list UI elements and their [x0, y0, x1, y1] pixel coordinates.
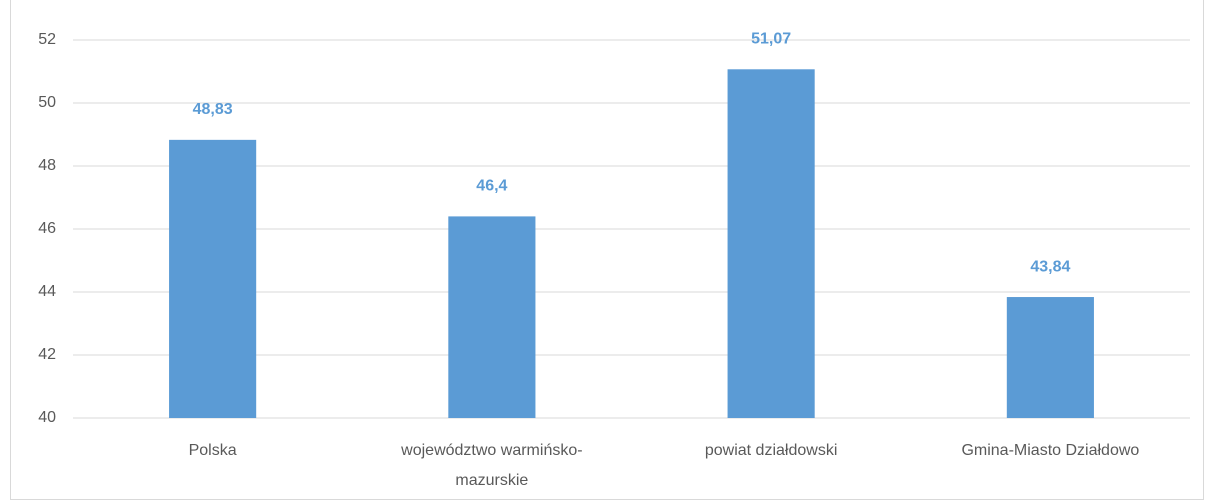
- x-tick-label: Polska: [188, 442, 237, 459]
- y-tick-label: 52: [38, 31, 56, 48]
- y-tick-label: 48: [38, 157, 56, 174]
- data-label: 51,07: [751, 31, 791, 48]
- bar: [169, 139, 257, 419]
- data-label: 48,83: [193, 101, 233, 118]
- y-tick-label: 44: [38, 283, 56, 300]
- bar: [448, 216, 536, 418]
- bar: [1006, 297, 1094, 418]
- x-tick-label: Gmina-Miasto Działdowo: [961, 442, 1140, 459]
- y-tick-label: 40: [38, 409, 56, 426]
- y-tick-label: 42: [38, 346, 56, 363]
- x-tick-label: powiat działdowski: [704, 442, 838, 459]
- x-tick-label: województwo warmińsko-mazurskie: [401, 442, 583, 489]
- data-label: 43,84: [1030, 258, 1070, 275]
- bar: [727, 69, 815, 419]
- data-label: 46,4: [476, 178, 507, 195]
- y-tick-label: 50: [38, 94, 56, 111]
- chart-frame: [10, 0, 1204, 500]
- y-tick-label: 46: [38, 220, 56, 237]
